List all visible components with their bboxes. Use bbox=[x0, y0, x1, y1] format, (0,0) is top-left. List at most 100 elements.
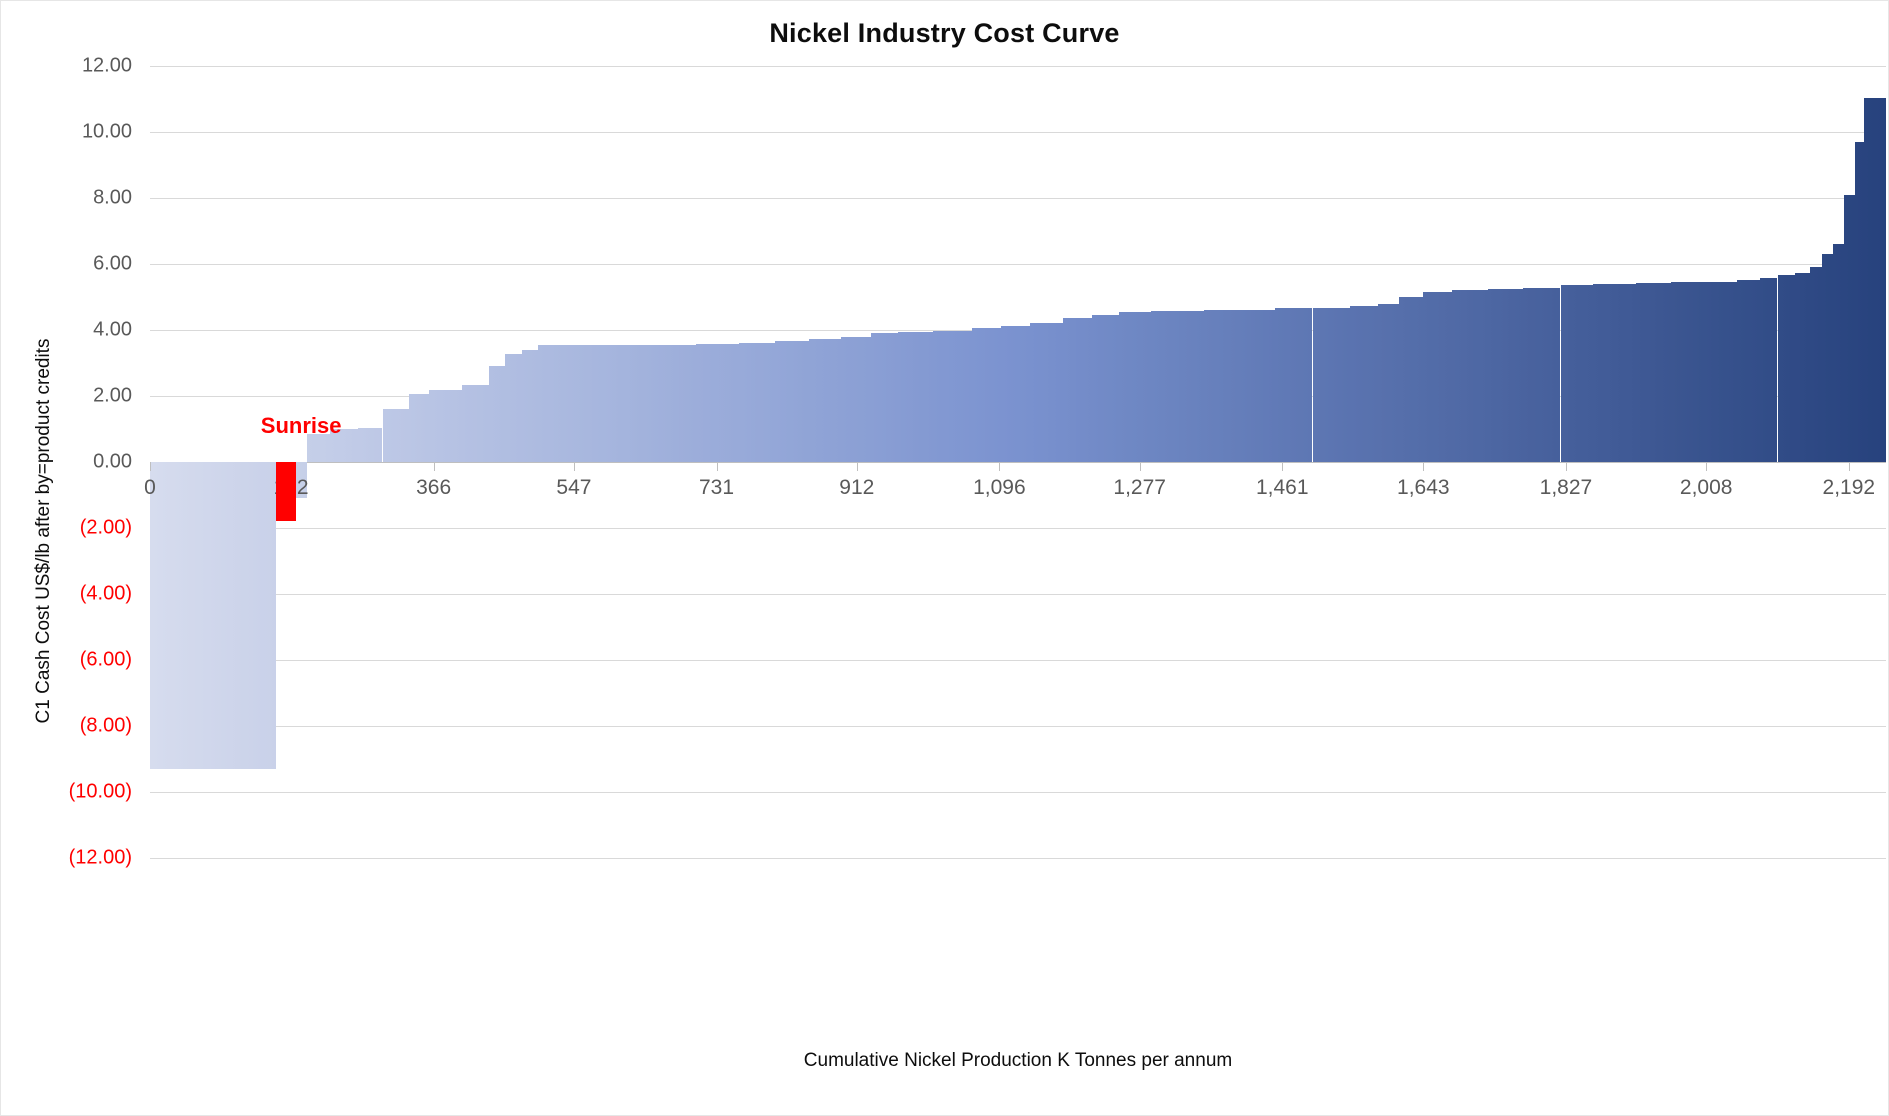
bar bbox=[1377, 304, 1400, 462]
bar bbox=[1523, 288, 1561, 462]
y-tick-label: (4.00) bbox=[79, 582, 132, 605]
x-tick-mark bbox=[1848, 462, 1850, 471]
x-tick-label: 547 bbox=[556, 476, 592, 499]
y-tick-label: 8.00 bbox=[93, 186, 132, 209]
x-tick-label: 1,643 bbox=[1397, 476, 1450, 499]
bar bbox=[1349, 306, 1378, 462]
gridline bbox=[150, 66, 1886, 67]
bar bbox=[1204, 310, 1239, 462]
bar bbox=[1737, 279, 1761, 462]
bar bbox=[1833, 243, 1845, 462]
bar bbox=[870, 333, 898, 462]
y-tick-label: 4.00 bbox=[93, 318, 132, 341]
gridline bbox=[150, 528, 1886, 529]
bar bbox=[489, 366, 505, 462]
bar bbox=[1118, 312, 1152, 462]
y-tick-label: 6.00 bbox=[93, 252, 132, 275]
bar bbox=[841, 336, 871, 462]
bar bbox=[1029, 322, 1063, 462]
x-tick-mark bbox=[150, 462, 151, 471]
x-tick-label: 2,008 bbox=[1679, 476, 1733, 499]
bar bbox=[1062, 318, 1092, 462]
bar bbox=[1636, 283, 1671, 462]
y-tick-label: (6.00) bbox=[79, 648, 132, 671]
x-tick-mark bbox=[856, 462, 858, 471]
x-tick-mark bbox=[716, 462, 718, 471]
y-tick-label: 2.00 bbox=[93, 384, 132, 407]
bar bbox=[504, 354, 522, 462]
x-tick-label: 2,192 bbox=[1822, 476, 1876, 499]
x-axis-ticks: 01823665477319121,0961,2771,4611,6431,82… bbox=[144, 462, 1886, 522]
x-tick-label: 731 bbox=[698, 476, 735, 499]
x-tick-label: 912 bbox=[839, 476, 875, 499]
bar bbox=[307, 433, 330, 462]
x-tick-label: 0 bbox=[144, 476, 156, 499]
bar bbox=[1777, 275, 1795, 462]
bar bbox=[1312, 307, 1350, 462]
x-tick-mark bbox=[1282, 462, 1284, 471]
gridline bbox=[150, 792, 1886, 793]
bar bbox=[971, 328, 1001, 462]
gridline bbox=[150, 198, 1886, 199]
bar bbox=[1844, 194, 1855, 462]
bar bbox=[1452, 290, 1488, 462]
y-tick-label: (2.00) bbox=[79, 516, 132, 539]
gridline bbox=[150, 858, 1886, 859]
bar bbox=[1593, 283, 1637, 462]
x-tick-mark bbox=[1706, 462, 1708, 471]
x-tick-mark bbox=[1423, 462, 1425, 471]
x-tick-label: 1,277 bbox=[1113, 476, 1166, 499]
bar bbox=[1238, 309, 1276, 462]
x-tick-mark bbox=[1565, 462, 1567, 471]
bar bbox=[1822, 254, 1834, 462]
bar bbox=[1703, 281, 1738, 462]
x-tick-mark bbox=[433, 462, 435, 471]
bar bbox=[1670, 282, 1704, 462]
y-tick-label: (12.00) bbox=[68, 846, 132, 869]
bar bbox=[150, 462, 277, 769]
plot-area bbox=[150, 66, 1886, 859]
gridline bbox=[150, 660, 1886, 661]
bar bbox=[429, 390, 462, 462]
y-tick-label: 0.00 bbox=[93, 450, 132, 473]
chart-title: Nickel Industry Cost Curve bbox=[769, 18, 1120, 48]
x-axis-title: Cumulative Nickel Production K Tonnes pe… bbox=[803, 1050, 1233, 1071]
bar bbox=[932, 330, 972, 462]
x-tick-mark bbox=[999, 462, 1001, 471]
bar bbox=[1560, 285, 1594, 462]
bar bbox=[1091, 315, 1119, 462]
y-tick-label: 10.00 bbox=[81, 120, 132, 143]
bar bbox=[897, 331, 933, 462]
bar bbox=[808, 338, 842, 462]
bar bbox=[1855, 141, 1865, 462]
bar bbox=[1810, 267, 1823, 462]
x-tick-label: 1,827 bbox=[1539, 476, 1593, 499]
bar bbox=[696, 344, 739, 462]
bar bbox=[329, 429, 358, 462]
bar bbox=[1275, 308, 1313, 462]
bar bbox=[739, 342, 775, 462]
bar-series bbox=[150, 66, 1886, 858]
sunrise-annotation-label: Sunrise bbox=[260, 413, 342, 439]
bar bbox=[1399, 297, 1423, 462]
x-tick-label: 1,461 bbox=[1255, 476, 1309, 499]
bar bbox=[1760, 277, 1778, 462]
x-tick-mark bbox=[573, 462, 575, 471]
bar bbox=[1864, 98, 1886, 462]
gridline bbox=[150, 132, 1886, 133]
gridline bbox=[150, 594, 1886, 595]
bar bbox=[1151, 310, 1204, 462]
bar bbox=[295, 462, 308, 499]
gridline bbox=[150, 726, 1886, 727]
bar-sunrise bbox=[276, 462, 296, 522]
gridline bbox=[150, 264, 1886, 265]
bar bbox=[1000, 326, 1030, 462]
bar bbox=[408, 394, 429, 462]
bar bbox=[522, 349, 538, 462]
y-axis-ticks: 12.00 10.00 8.00 6.00 4.00 2.00 0.00 (2.00) (4.0… bbox=[0, 55, 1889, 869]
x-tick-mark bbox=[1139, 462, 1141, 471]
y-tick-label: 12.00 bbox=[81, 54, 132, 77]
bar bbox=[537, 344, 625, 462]
x-tick-label: 366 bbox=[416, 476, 452, 499]
